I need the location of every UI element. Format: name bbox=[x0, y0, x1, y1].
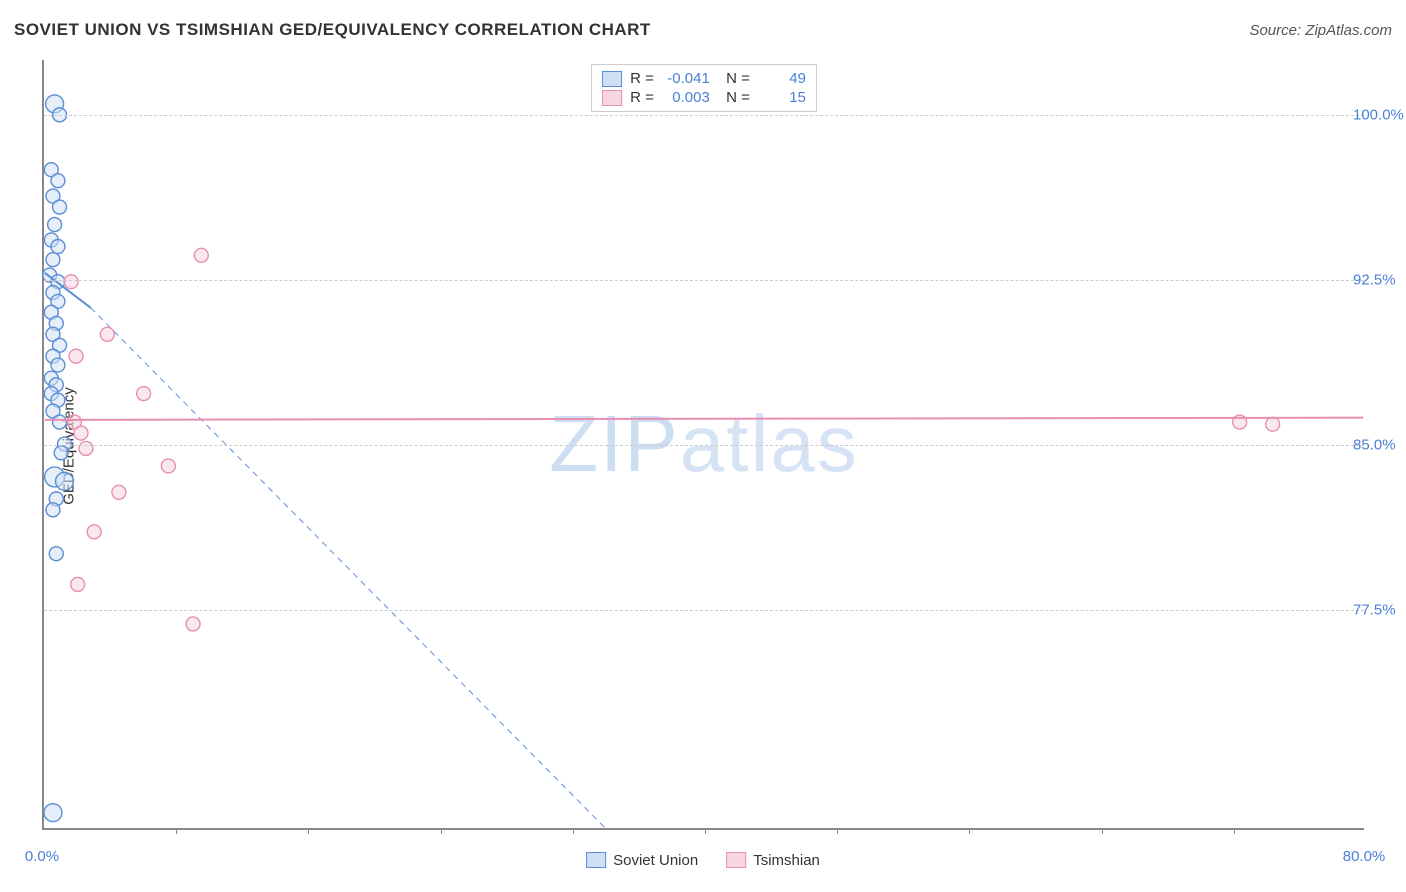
data-point bbox=[71, 577, 85, 591]
data-point bbox=[69, 349, 83, 363]
data-point bbox=[137, 387, 151, 401]
data-point bbox=[87, 525, 101, 539]
legend-bottom: Soviet Union Tsimshian bbox=[586, 834, 820, 886]
regression-line bbox=[45, 418, 1364, 420]
x-tick-mark bbox=[441, 828, 442, 834]
data-point bbox=[100, 327, 114, 341]
gridline bbox=[44, 115, 1364, 116]
legend-stats: R =-0.041 N =49 R =0.003 N =15 bbox=[591, 64, 817, 112]
x-tick-label: 0.0% bbox=[25, 848, 59, 865]
data-point bbox=[46, 503, 60, 517]
data-point bbox=[56, 472, 74, 490]
y-tick-label: 100.0% bbox=[1353, 107, 1406, 124]
legend-label: Soviet Union bbox=[613, 852, 698, 869]
legend-swatch bbox=[726, 852, 746, 868]
legend-stats-row: R =0.003 N =15 bbox=[602, 88, 806, 107]
legend-item: Tsimshian bbox=[726, 834, 820, 886]
legend-stats-row: R =-0.041 N =49 bbox=[602, 69, 806, 88]
data-point bbox=[186, 617, 200, 631]
data-point bbox=[51, 240, 65, 254]
data-point bbox=[51, 174, 65, 188]
legend-swatch bbox=[586, 852, 606, 868]
data-point bbox=[112, 485, 126, 499]
legend-swatch bbox=[602, 71, 622, 87]
chart-header: SOVIET UNION VS TSIMSHIAN GED/EQUIVALENC… bbox=[14, 20, 1392, 40]
data-point bbox=[44, 804, 62, 822]
plot-svg bbox=[44, 60, 1364, 828]
extrapolation-line bbox=[91, 308, 605, 828]
data-point bbox=[46, 253, 60, 267]
x-tick-mark bbox=[1102, 828, 1103, 834]
x-tick-mark bbox=[176, 828, 177, 834]
x-tick-mark bbox=[308, 828, 309, 834]
plot-area: ZIPatlas 100.0%92.5%85.0%77.5% R =-0.041… bbox=[42, 60, 1364, 830]
y-tick-label: 77.5% bbox=[1353, 602, 1406, 619]
x-tick-mark bbox=[969, 828, 970, 834]
x-tick-mark bbox=[837, 828, 838, 834]
gridline bbox=[44, 445, 1364, 446]
data-point bbox=[64, 275, 78, 289]
gridline bbox=[44, 280, 1364, 281]
data-point bbox=[49, 547, 63, 561]
gridline bbox=[44, 610, 1364, 611]
data-point bbox=[161, 459, 175, 473]
legend-swatch bbox=[602, 90, 622, 106]
y-tick-label: 85.0% bbox=[1353, 437, 1406, 454]
x-tick-mark bbox=[1234, 828, 1235, 834]
data-point bbox=[53, 200, 67, 214]
x-tick-mark bbox=[573, 828, 574, 834]
x-tick-label: 80.0% bbox=[1343, 848, 1386, 865]
data-point bbox=[53, 415, 67, 429]
legend-item: Soviet Union bbox=[586, 834, 698, 886]
legend-label: Tsimshian bbox=[753, 852, 820, 869]
data-point bbox=[79, 441, 93, 455]
y-tick-label: 92.5% bbox=[1353, 272, 1406, 289]
data-point bbox=[48, 218, 62, 232]
data-point bbox=[1266, 417, 1280, 431]
data-point bbox=[51, 358, 65, 372]
chart-title: SOVIET UNION VS TSIMSHIAN GED/EQUIVALENC… bbox=[14, 20, 651, 40]
data-point bbox=[54, 446, 68, 460]
data-point bbox=[74, 426, 88, 440]
chart-source: Source: ZipAtlas.com bbox=[1249, 22, 1392, 39]
data-point bbox=[194, 248, 208, 262]
